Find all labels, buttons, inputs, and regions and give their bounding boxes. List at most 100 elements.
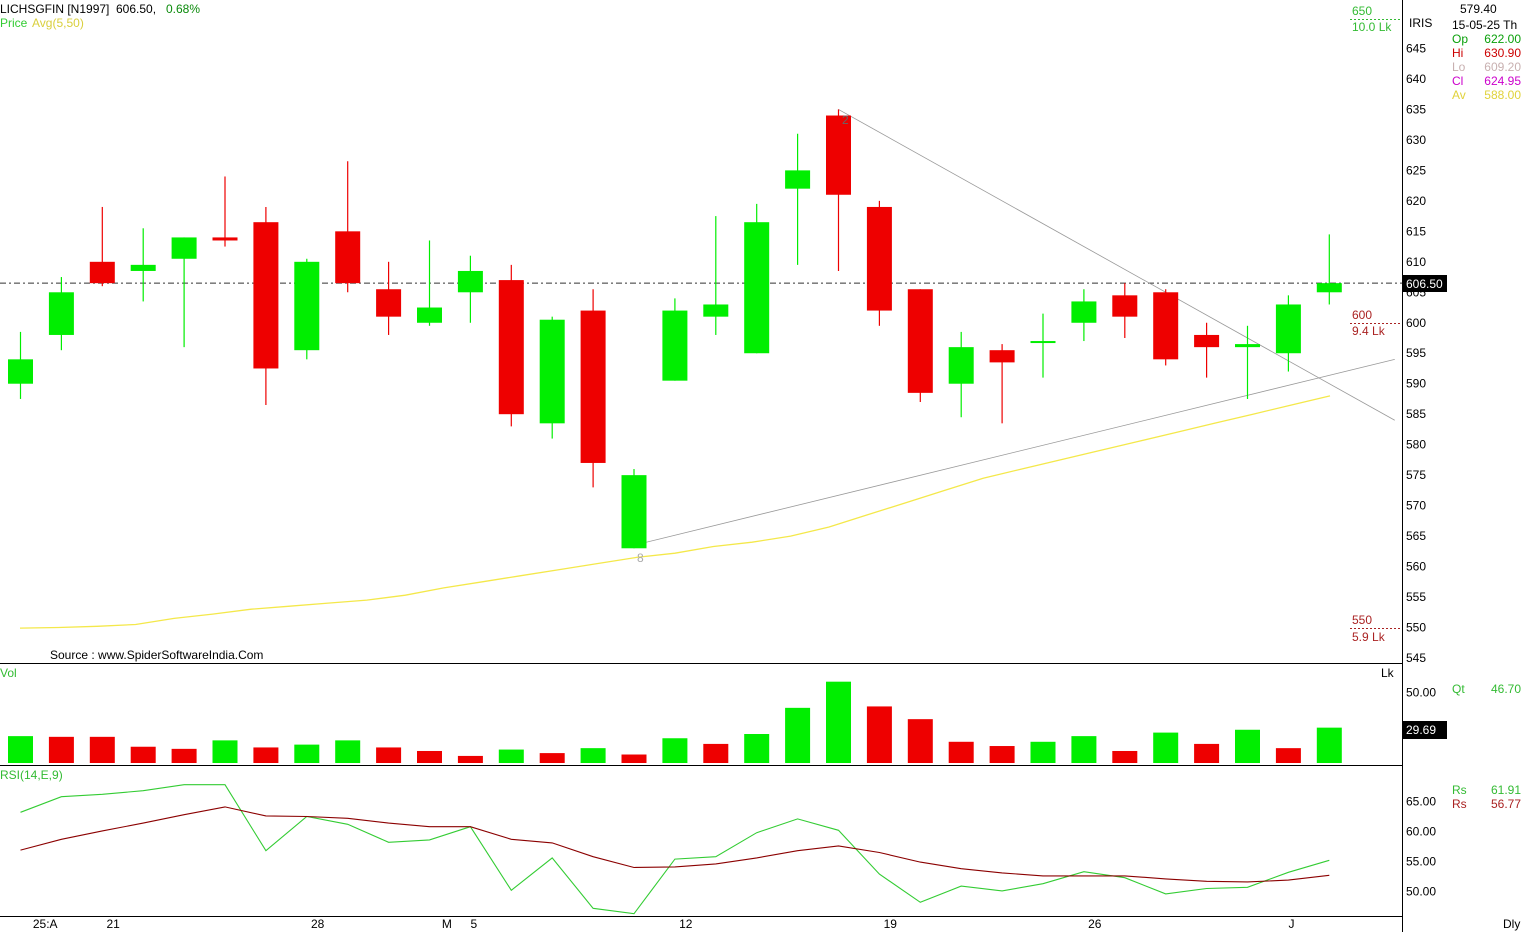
candle-body [376, 289, 402, 317]
candle [171, 237, 197, 348]
candle-body [253, 222, 279, 369]
volume-bar [785, 707, 811, 763]
candle [785, 133, 811, 265]
trendline [633, 358, 1395, 546]
candle [417, 240, 442, 326]
last-price: 606.50, [116, 2, 156, 16]
candle-body [1071, 301, 1097, 323]
volume-bar [1153, 732, 1179, 763]
avg-label: Avg(5,50) [32, 16, 84, 30]
av-value: 588.00 [1484, 88, 1521, 102]
candle-body [866, 206, 892, 311]
candle [130, 228, 156, 302]
level-550-volume: 5.9 Lk [1352, 630, 1386, 644]
candle [89, 206, 115, 287]
price-axis-ticks: 5455505555605655705755805855905956006056… [1406, 41, 1426, 665]
volume-bar [703, 743, 729, 763]
candle-body [662, 310, 688, 381]
price-tick-label: 545 [1406, 651, 1426, 665]
candle [498, 264, 524, 427]
candle-body [907, 289, 933, 393]
volume-panel-label: Vol [0, 666, 17, 680]
rsi-value-2: 56.77 [1491, 797, 1521, 811]
volume-bar [621, 754, 647, 763]
candle [212, 176, 238, 247]
volume-bar [1235, 729, 1260, 763]
candle-body [989, 350, 1015, 363]
swing-high-mark: 2 [842, 113, 849, 127]
volume-bar [294, 744, 320, 763]
iris-label: IRIS [1409, 16, 1432, 30]
level-650-volume: 10.0 Lk [1352, 20, 1392, 34]
price-tick-label: 560 [1406, 560, 1426, 574]
candle [253, 206, 279, 406]
candle [1275, 295, 1301, 372]
price-tick-label: 645 [1406, 41, 1426, 55]
candle-body [335, 231, 361, 284]
volume-unit: Lk [1381, 666, 1395, 680]
price-tick-label: 640 [1406, 72, 1426, 86]
candle [907, 289, 933, 402]
candle-body [580, 310, 606, 463]
period-label: Dly [1503, 917, 1520, 931]
candle-body [703, 304, 729, 317]
volume-bars-group [8, 681, 1342, 763]
volume-bar [89, 736, 115, 763]
candle-body [130, 264, 156, 271]
info-date: 15-05-25 Th [1452, 18, 1517, 32]
price-tick-label: 610 [1406, 255, 1426, 269]
candle-body [498, 280, 524, 415]
candle [1316, 234, 1342, 305]
candle-body [294, 261, 320, 351]
price-tick-label: 585 [1406, 407, 1426, 421]
candle-body [1112, 295, 1138, 317]
price-tick-label: 595 [1406, 346, 1426, 360]
swing-low-mark: 8 [637, 551, 644, 565]
low-label: Lo [1452, 60, 1466, 74]
current-price-box [1403, 275, 1447, 292]
level-650-label: 650 [1352, 4, 1372, 18]
rsi-lines-group [20, 784, 1330, 915]
volume-bar [1194, 743, 1220, 763]
price-tick-label: 630 [1406, 133, 1426, 147]
volume-bar [130, 746, 156, 763]
level-550-label: 550 [1352, 613, 1372, 627]
candle-body [48, 292, 74, 335]
x-axis-label: M [442, 917, 452, 931]
price-tick-label: 570 [1406, 499, 1426, 513]
qt-value: 46.70 [1491, 682, 1521, 696]
candle [621, 469, 647, 549]
price-tick-label: 620 [1406, 194, 1426, 208]
candle-body [826, 115, 851, 195]
current-price-value: 606.50 [1406, 277, 1443, 291]
moving-average-line [19, 395, 1331, 629]
rsi-line [20, 784, 1330, 915]
close-value: 624.95 [1484, 74, 1521, 88]
volume-bar [1071, 736, 1097, 763]
price-tick-label: 565 [1406, 529, 1426, 543]
source-credit: Source : www.SpiderSoftwareIndia.Com [50, 648, 263, 662]
candle-body [1194, 334, 1220, 348]
candle [580, 289, 606, 488]
volume-bar [744, 734, 770, 763]
candle [662, 298, 688, 381]
candle [744, 203, 770, 354]
price-tick-label: 580 [1406, 438, 1426, 452]
price-tick-label: 625 [1406, 163, 1426, 177]
volume-bar [253, 747, 279, 763]
price-label: Price [0, 16, 28, 30]
x-axis-labels: 25:A 21 28 M 5 12 19 26 J [33, 917, 1295, 931]
volume-bar [212, 740, 238, 763]
candle [457, 255, 483, 323]
price-tick-label: 635 [1406, 102, 1426, 116]
x-axis-label: 5 [470, 917, 477, 931]
rsi-tick-label: 55.00 [1406, 855, 1436, 869]
moving-average-group [19, 395, 1331, 629]
x-axis-label: 12 [679, 917, 693, 931]
candle [703, 216, 729, 335]
candle-body [8, 359, 33, 384]
low-value: 609.20 [1484, 60, 1521, 74]
rsi-tick-label: 50.00 [1406, 885, 1436, 899]
candle [294, 258, 320, 360]
candle-body [457, 270, 483, 293]
